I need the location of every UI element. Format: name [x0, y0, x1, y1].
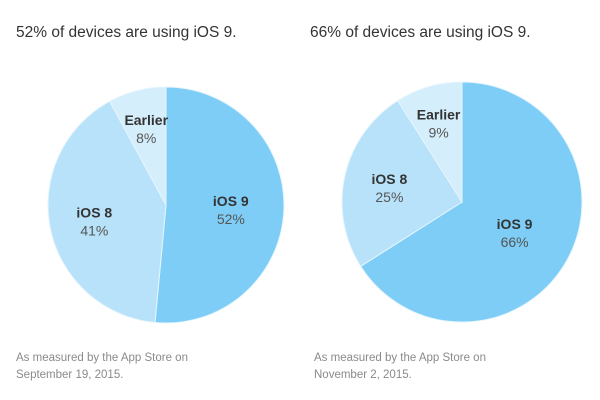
slice-label: iOS 8 [371, 171, 407, 187]
footnote-1: As measured by the App Store on Septembe… [16, 350, 216, 384]
pie-slice-ios-9 [154, 86, 285, 324]
slice-value-label: 25% [375, 189, 403, 205]
pie-slice-ios-8 [341, 99, 463, 267]
pie-slice-ios-9 [359, 81, 583, 323]
slice-label: iOS 9 [213, 193, 249, 209]
slice-value-label: 52% [217, 211, 245, 227]
chart-title-2: 66% of devices are using iOS 9. [310, 24, 531, 41]
footnote-line: November 2, 2015. [314, 369, 412, 381]
footnote-line: As measured by the App Store on [314, 352, 486, 364]
slice-value-label: 66% [501, 234, 529, 250]
slice-value-label: 41% [80, 223, 108, 239]
slice-value-label: 9% [428, 124, 448, 140]
footnote-line: As measured by the App Store on [16, 352, 188, 364]
chart-title-1: 52% of devices are using iOS 9. [16, 24, 237, 41]
slice-label: Earlier [124, 112, 168, 128]
slice-value-label: 8% [136, 130, 156, 146]
footnote-line: September 19, 2015. [16, 369, 124, 381]
pie-slice-earlier [108, 86, 167, 206]
footnote-2: As measured by the App Store on November… [314, 350, 514, 384]
pie-slice-earlier [397, 81, 463, 204]
slice-label: Earlier [417, 106, 461, 122]
slice-label: iOS 8 [76, 205, 112, 221]
slice-label: iOS 9 [497, 216, 533, 232]
pie-slice-ios-8 [47, 100, 167, 324]
